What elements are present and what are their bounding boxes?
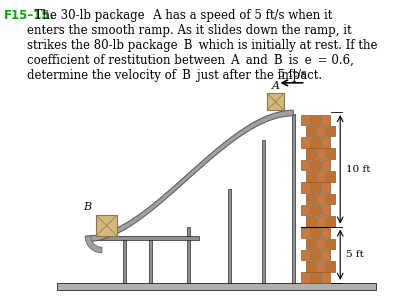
Bar [325,171,334,181]
Bar [325,194,334,204]
Bar [325,261,334,271]
Bar [300,205,309,215]
Bar [305,171,314,181]
Bar [228,189,230,283]
Bar [315,194,324,204]
Bar [261,140,264,283]
Bar [315,171,324,181]
Bar [310,272,319,283]
Bar [305,216,314,227]
Bar [300,182,309,193]
Text: The 30-lb package   A has a speed of 5 ft/s when it
enters the smooth ramp. As i: The 30-lb package A has a speed of 5 ft/… [27,9,377,82]
Bar [310,227,319,238]
Bar [325,148,334,159]
Text: 10 ft: 10 ft [345,165,370,174]
Bar [315,216,324,227]
Bar [186,227,189,283]
Bar [305,148,314,159]
Bar [87,236,199,240]
Polygon shape [87,110,292,241]
Bar [315,238,324,249]
Bar [320,272,329,283]
Text: 5 ft/s: 5 ft/s [277,68,306,78]
Bar [310,205,319,215]
Bar [305,261,314,271]
Bar [305,194,314,204]
Bar [300,272,309,283]
Bar [320,205,329,215]
Bar [149,238,152,283]
Bar [310,115,319,125]
Bar [300,160,309,170]
Bar [300,137,309,148]
Bar [320,160,329,170]
Bar [305,238,314,249]
Bar [300,227,309,238]
Bar [315,261,324,271]
Bar [320,137,329,148]
Polygon shape [85,236,102,253]
Bar [300,250,309,260]
Bar [320,115,329,125]
Text: B: B [83,201,91,211]
Bar [291,114,294,283]
Bar [96,215,116,236]
Bar [325,238,334,249]
Bar [315,148,324,159]
Bar [57,283,375,290]
Text: 5 ft: 5 ft [345,250,363,259]
Bar [320,227,329,238]
Bar [310,182,319,193]
Bar [320,250,329,260]
Bar [325,216,334,227]
Bar [305,126,314,136]
Bar [300,115,309,125]
Bar [320,182,329,193]
Bar [310,137,319,148]
Bar [123,238,126,283]
Bar [310,160,319,170]
Text: F15–15.: F15–15. [4,9,55,22]
Bar [266,93,283,110]
Text: A: A [271,82,279,92]
Bar [325,126,334,136]
Bar [310,250,319,260]
Bar [315,126,324,136]
